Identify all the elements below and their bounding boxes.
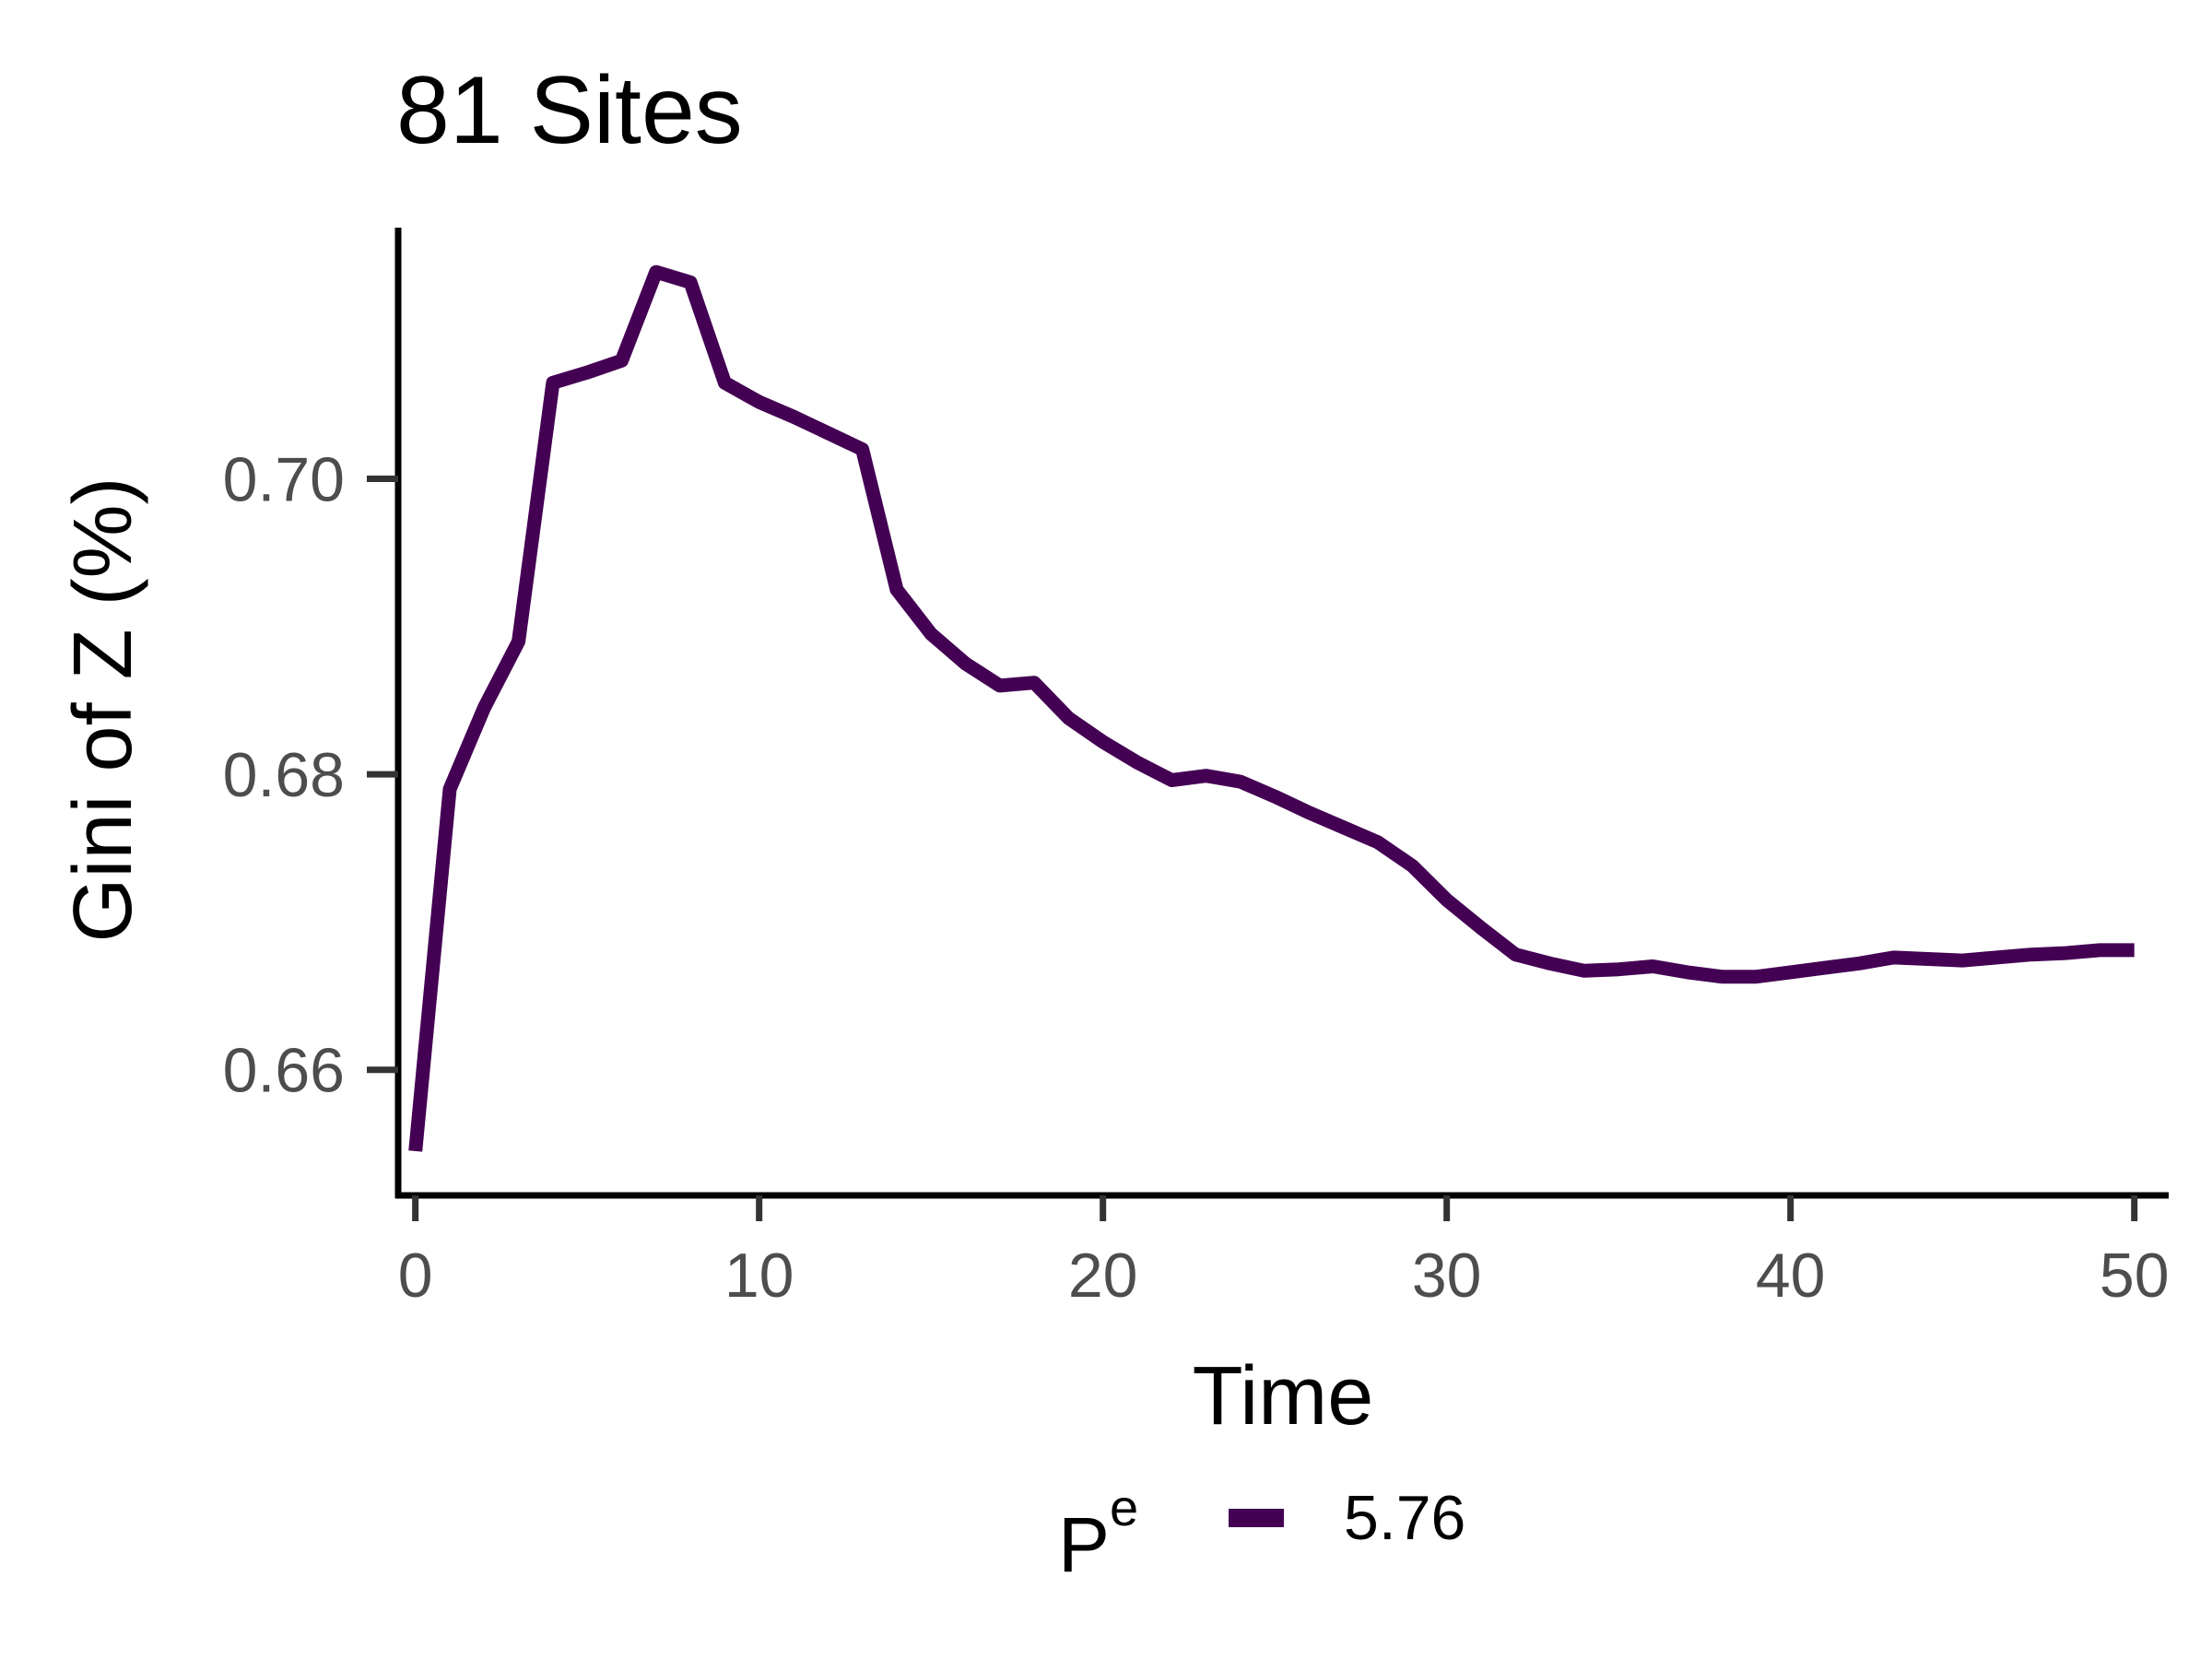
legend-title-superscript: e bbox=[1110, 1478, 1138, 1536]
y-tick-label: 0.66 bbox=[223, 1036, 345, 1106]
y-axis-label: Gini of Z (%) bbox=[57, 477, 149, 942]
x-tick-label: 40 bbox=[1756, 1241, 1826, 1311]
legend-title-base: P bbox=[1058, 1501, 1110, 1588]
x-tick-label: 0 bbox=[398, 1241, 433, 1311]
x-ticks: 0 10 20 30 40 50 bbox=[398, 1195, 2170, 1311]
legend-title: Pe bbox=[1058, 1478, 1138, 1588]
x-tick-label: 30 bbox=[1412, 1241, 1482, 1311]
chart-title: 81 Sites bbox=[396, 57, 743, 164]
x-tick-label: 10 bbox=[724, 1241, 794, 1311]
x-tick-label: 20 bbox=[1068, 1241, 1138, 1311]
series-line-0 bbox=[408, 265, 2135, 1152]
legend-entry-label: 5.76 bbox=[1344, 1483, 1465, 1553]
plot-area bbox=[408, 265, 2135, 1152]
y-ticks: 0.66 0.68 0.70 bbox=[223, 445, 398, 1106]
y-tick-label: 0.70 bbox=[223, 445, 345, 515]
x-tick-label: 50 bbox=[2100, 1241, 2170, 1311]
legend: Pe 5.76 bbox=[1058, 1478, 1465, 1588]
y-tick-label: 0.68 bbox=[223, 740, 345, 810]
x-axis-label: Time bbox=[1193, 1350, 1374, 1442]
